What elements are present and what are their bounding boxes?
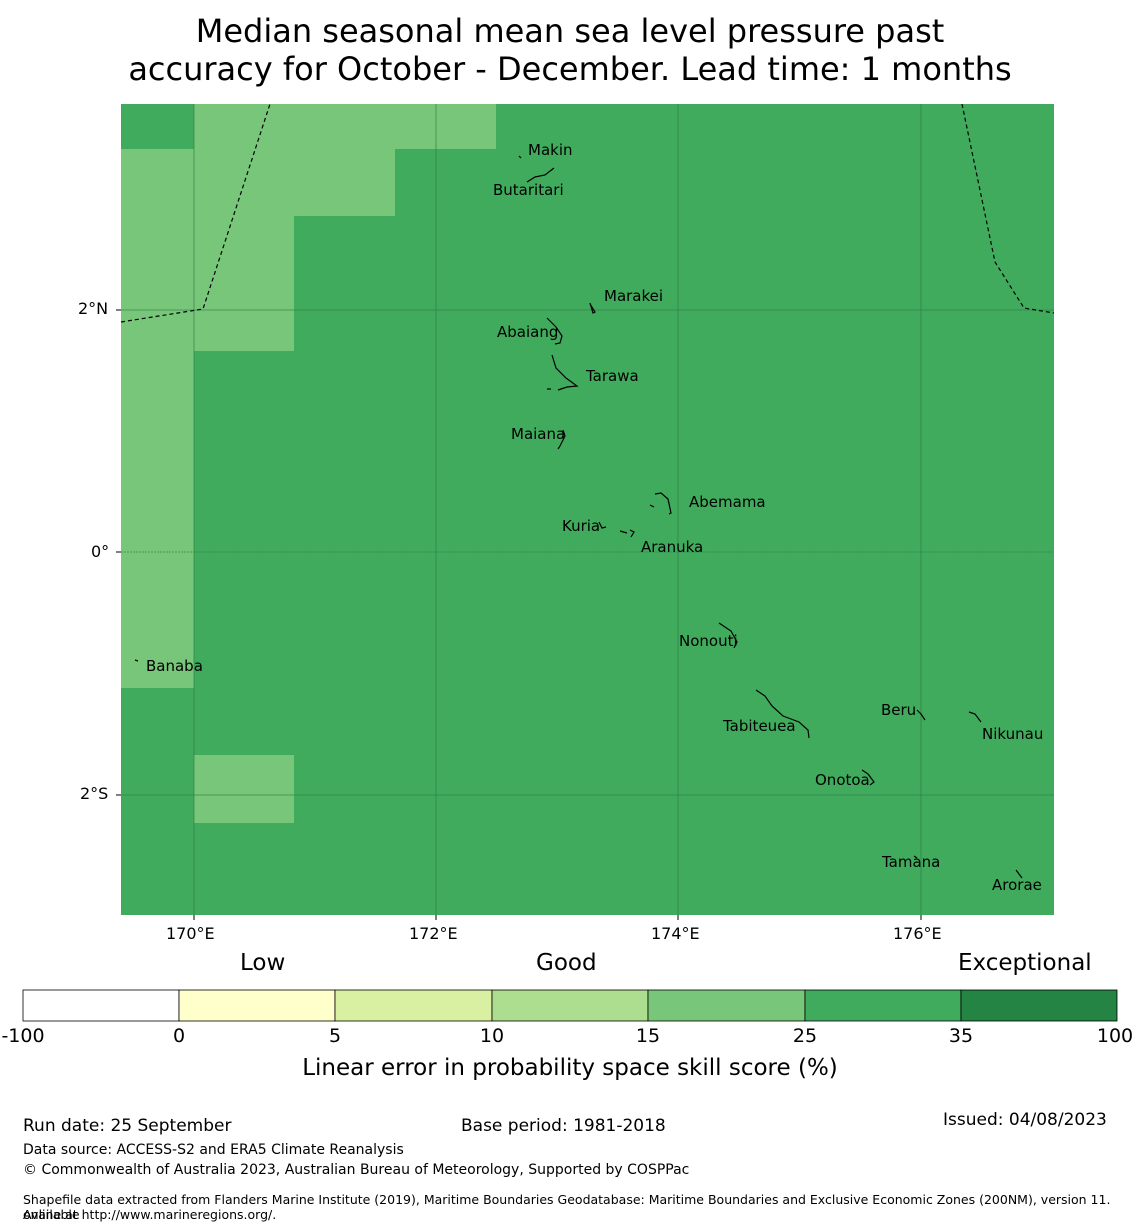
lon-label: 172°E [409, 924, 458, 943]
lat-label: 2°N [78, 299, 109, 318]
island-outlines [134, 155, 1023, 879]
eez-boundary [120, 103, 1055, 323]
island-label: Abaiang [497, 323, 558, 341]
island-label: Kuria [562, 517, 600, 535]
colorbar-tick: 0 [172, 1025, 186, 1047]
title-line-1: Median seasonal mean sea level pressure … [195, 12, 945, 50]
copyright: © Commonwealth of Australia 2023, Austra… [23, 1162, 690, 1178]
island-label: Maiana [511, 425, 565, 443]
colorbar-title: Linear error in probability space skill … [302, 1055, 838, 1081]
lat-label: 0° [91, 542, 110, 561]
legend-category-good: Good [536, 950, 597, 976]
legend-category-exceptional: Exceptional [958, 950, 1092, 976]
colorbar-segment [334, 989, 493, 1022]
island-label: Arorae [992, 876, 1042, 894]
island-label: Beru [881, 701, 916, 719]
colorbar-segment [960, 989, 1118, 1022]
colorbar-tick: 25 [792, 1025, 818, 1047]
issued-date: Issued: 04/08/2023 [943, 1110, 1107, 1130]
shapefile-credit-line-2: online at http://www.marineregions.org/. [23, 1207, 277, 1222]
title-line-2: accuracy for October - December. Lead ti… [128, 50, 1012, 88]
lon-label: 176°E [893, 924, 942, 943]
graticule [121, 104, 1054, 915]
colorbar-tick: 35 [948, 1025, 974, 1047]
island-label: Nonouti [679, 632, 738, 650]
shapefile-credit-line-1: Shapefile data extracted from Flanders M… [23, 1192, 1111, 1222]
island-labels: Makin Butaritari Marakei Abaiang Tarawa … [146, 141, 1043, 894]
colorbar-segment [804, 989, 962, 1022]
island-label: Banaba [146, 657, 203, 675]
island-label: Tarawa [585, 367, 639, 385]
island-label: Marakei [604, 287, 663, 305]
colorbar [22, 989, 1118, 1022]
legend-category-low: Low [240, 950, 286, 976]
colorbar-segment [491, 989, 649, 1022]
colorbar-segment [178, 989, 336, 1022]
island-label: Tamana [881, 853, 940, 871]
data-source: Data source: ACCESS-S2 and ERA5 Climate … [23, 1142, 404, 1158]
colorbar-tick: 15 [635, 1025, 661, 1047]
colorbar-tick: -100 [1, 1025, 45, 1047]
lon-label: 170°E [166, 924, 215, 943]
base-period: Base period: 1981-2018 [461, 1116, 666, 1136]
colorbar-tick: 5 [328, 1025, 342, 1047]
island-label: Makin [528, 141, 573, 159]
island-label: Aranuka [641, 538, 703, 556]
colorbar-segment [647, 989, 806, 1022]
colorbar-tick: 10 [479, 1025, 505, 1047]
island-label: Nikunau [982, 725, 1043, 743]
good-region [121, 104, 496, 823]
colorbar-tick: 100 [1096, 1025, 1134, 1047]
run-date: Run date: 25 September [23, 1116, 232, 1136]
lat-label: 2°S [80, 784, 109, 803]
island-label: Butaritari [493, 181, 564, 199]
island-label: Onotoa [815, 771, 870, 789]
island-label: Abemama [689, 493, 766, 511]
island-label: Tabiteuea [722, 717, 796, 735]
colorbar-segment [22, 989, 180, 1022]
lon-label: 174°E [651, 924, 700, 943]
